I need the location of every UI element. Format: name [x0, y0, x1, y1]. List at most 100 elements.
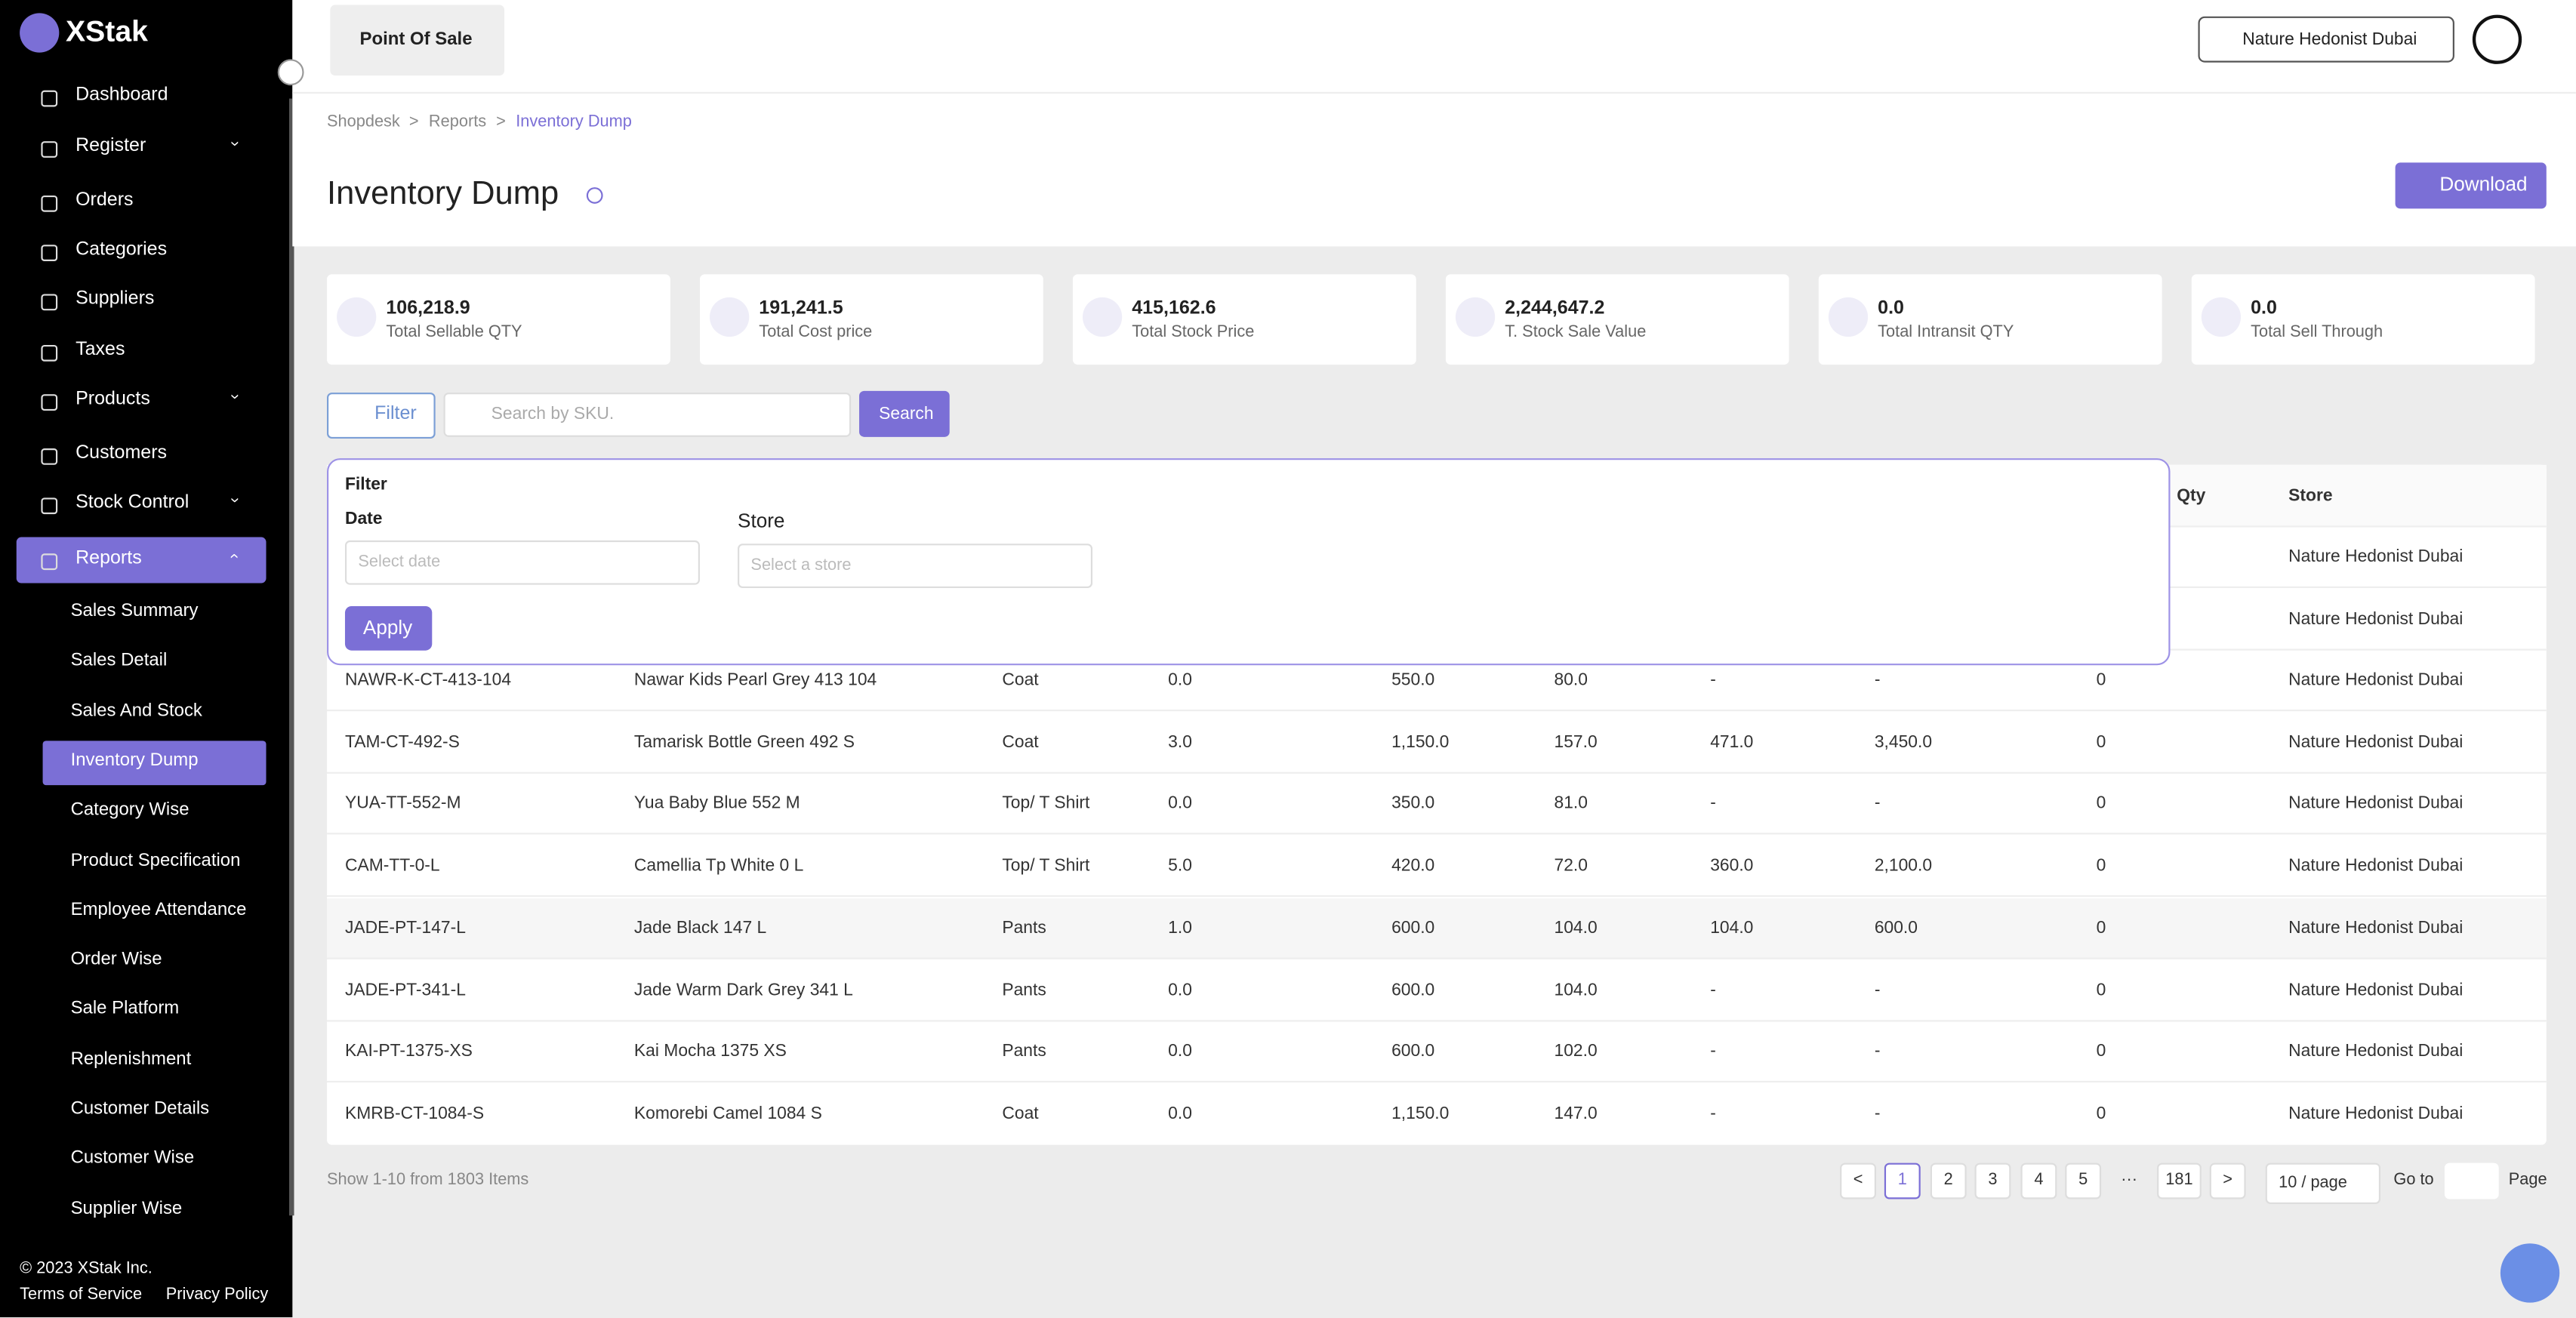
- search-input[interactable]: [443, 393, 852, 437]
- page-label[interactable]: 2: [1943, 1171, 1953, 1190]
- date-placeholder: Select date: [358, 553, 441, 572]
- apply-button[interactable]: [344, 605, 433, 651]
- page-label[interactable]: 3: [1988, 1171, 1998, 1190]
- submenu-active: [42, 741, 267, 785]
- breadcrumb[interactable]: Reports: [428, 113, 487, 132]
- nav-item[interactable]: Suppliers: [75, 288, 155, 309]
- page-label[interactable]: ···: [2121, 1171, 2137, 1190]
- table-cell: 102.0: [1554, 1041, 1598, 1062]
- table-cell: Coat: [1002, 731, 1039, 752]
- page-button[interactable]: [2209, 1162, 2246, 1199]
- filter-button[interactable]: [327, 393, 436, 439]
- table-cell: Coat: [1002, 670, 1039, 690]
- table-cell: Nature Hedonist Dubai: [2288, 731, 2464, 752]
- stat-value: 415,162.6: [1132, 299, 1216, 319]
- table-cell: 3.0: [1168, 731, 1192, 752]
- submenu-item[interactable]: Category Wise: [70, 800, 190, 821]
- submenu-item[interactable]: Inventory Dump: [70, 750, 199, 771]
- nav-item[interactable]: Dashboard: [75, 85, 168, 106]
- page-label[interactable]: 1: [1897, 1171, 1907, 1190]
- nav-item[interactable]: Taxes: [75, 340, 125, 360]
- submenu-item[interactable]: Employee Attendance: [70, 900, 247, 920]
- table-cell: -: [1874, 793, 1881, 814]
- breadcrumb[interactable]: Shopdesk: [327, 113, 400, 132]
- collapse-button[interactable]: [277, 59, 304, 86]
- submenu-item[interactable]: Supplier Wise: [70, 1198, 183, 1218]
- stat-card: [1818, 274, 2162, 365]
- page-label[interactable]: <: [1853, 1171, 1863, 1190]
- nav-item[interactable]: Reports: [75, 548, 142, 568]
- table-cell: Top/ T Shirt: [1002, 855, 1090, 876]
- table-cell: 157.0: [1554, 731, 1598, 752]
- page-button[interactable]: [1884, 1162, 1921, 1199]
- sidebar: [0, 0, 293, 1318]
- table-cell: NAWR-K-CT-413-104: [344, 670, 512, 690]
- nav-item[interactable]: Orders: [75, 190, 134, 211]
- table-cell: Nature Hedonist Dubai: [2288, 608, 2464, 629]
- table-cell: Yua Baby Blue 552 M: [633, 793, 800, 814]
- submenu-item[interactable]: Sales Summary: [70, 601, 199, 621]
- page-label[interactable]: >: [2223, 1171, 2233, 1190]
- page-button[interactable]: [2157, 1162, 2202, 1199]
- table-cell: Nature Hedonist Dubai: [2288, 855, 2464, 876]
- store-input[interactable]: [738, 544, 1093, 589]
- date-input[interactable]: [344, 540, 700, 585]
- search-label: Search: [879, 404, 934, 424]
- download-button[interactable]: [2395, 162, 2547, 209]
- goto-input[interactable]: [2444, 1162, 2499, 1199]
- footer-link[interactable]: Terms of Service: [20, 1286, 143, 1304]
- avatar[interactable]: [2472, 14, 2522, 64]
- table-header: Qty: [2177, 486, 2206, 507]
- page-button[interactable]: [2020, 1162, 2057, 1199]
- page-label[interactable]: 181: [2165, 1171, 2193, 1190]
- table-cell: 600.0: [1391, 917, 1435, 938]
- submenu-item[interactable]: Sales Detail: [70, 651, 168, 671]
- submenu-item[interactable]: Sales And Stock: [70, 701, 202, 721]
- search-button[interactable]: [859, 390, 950, 437]
- app-switcher[interactable]: [330, 5, 505, 76]
- table-cell: 0: [2096, 670, 2106, 690]
- submenu-item[interactable]: Sale Platform: [70, 999, 180, 1019]
- stat-icon: [2201, 297, 2242, 337]
- nav-icon: [41, 448, 58, 465]
- stat-label: Total Sell Through: [2251, 323, 2383, 342]
- table-cell: JADE-PT-147-L: [344, 917, 466, 938]
- page-label[interactable]: 4: [2034, 1171, 2044, 1190]
- submenu-item[interactable]: Customer Details: [70, 1098, 210, 1119]
- page-button[interactable]: [1974, 1162, 2011, 1199]
- footer-link[interactable]: Privacy Policy: [165, 1286, 269, 1304]
- page-button[interactable]: [2065, 1162, 2102, 1199]
- nav-item[interactable]: Register: [75, 136, 146, 156]
- nav-item[interactable]: Categories: [75, 239, 168, 260]
- help-widget[interactable]: [2500, 1243, 2560, 1303]
- table-cell: Nature Hedonist Dubai: [2288, 917, 2464, 938]
- submenu-item[interactable]: Order Wise: [70, 949, 162, 970]
- nav-item[interactable]: Products: [75, 389, 150, 409]
- page-button[interactable]: [1930, 1162, 1967, 1199]
- page-button[interactable]: [1840, 1162, 1876, 1199]
- top-area: [292, 0, 2576, 247]
- table-cell: Nature Hedonist Dubai: [2288, 979, 2464, 1000]
- submenu-item[interactable]: Product Specification: [70, 850, 241, 870]
- table-cell: Nature Hedonist Dubai: [2288, 547, 2464, 567]
- page-size[interactable]: [2265, 1162, 2381, 1205]
- submenu-item[interactable]: Customer Wise: [70, 1148, 195, 1169]
- table-cell: 600.0: [1391, 1041, 1435, 1062]
- table-cell: -: [1710, 1104, 1716, 1124]
- stat-card: [1445, 274, 1789, 365]
- breadcrumb-sep: >: [408, 113, 419, 132]
- nav-item[interactable]: Stock Control: [75, 492, 190, 513]
- filter-panel: [327, 458, 2171, 666]
- divider: [292, 91, 2576, 94]
- table-cell: Nawar Kids Pearl Grey 413 104: [633, 670, 877, 690]
- page-label[interactable]: 5: [2078, 1171, 2088, 1190]
- brand: XStak: [66, 14, 148, 48]
- nav-item[interactable]: Customers: [75, 443, 168, 463]
- refresh-icon[interactable]: [586, 187, 603, 204]
- store-select[interactable]: [2198, 16, 2454, 63]
- submenu-item[interactable]: Replenishment: [70, 1049, 192, 1069]
- table-cell: 0.0: [1168, 670, 1192, 690]
- table-cell: JADE-PT-341-L: [344, 979, 466, 1000]
- row-line: [327, 833, 2547, 836]
